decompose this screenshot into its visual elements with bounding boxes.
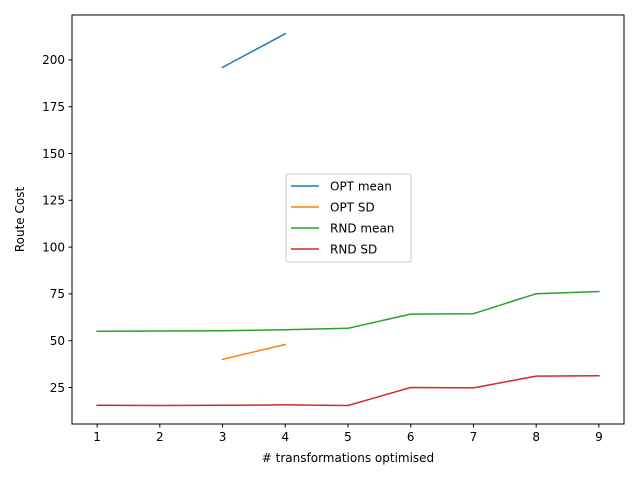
y-tick-label: 175 — [42, 100, 65, 114]
x-tick-label: 2 — [156, 430, 164, 444]
series-line-2 — [96, 290, 600, 333]
legend-label: RND mean — [330, 221, 394, 235]
y-tick-label: 150 — [42, 147, 65, 161]
x-tick-label: 7 — [470, 430, 478, 444]
x-tick-label: 8 — [532, 430, 540, 444]
x-axis: 1 2 3 4 5 6 7 8 9 — [93, 424, 603, 444]
x-tick-label: 5 — [344, 430, 352, 444]
x-tick-label: 9 — [595, 430, 603, 444]
x-tick-label: 6 — [407, 430, 415, 444]
legend-label: OPT SD — [330, 200, 375, 214]
y-axis: 25 50 75 100 125 150 175 200 — [42, 53, 72, 395]
y-tick-label: 75 — [50, 287, 65, 301]
legend: OPT mean OPT SD RND mean RND SD — [285, 173, 412, 263]
legend-box — [285, 173, 412, 263]
plot-lines — [96, 32, 600, 407]
series-line-1 — [221, 343, 287, 361]
y-tick-label: 125 — [42, 194, 65, 208]
x-tick-label: 4 — [281, 430, 289, 444]
series-line-0 — [221, 32, 287, 69]
x-axis-title: # transformations optimised — [262, 451, 434, 465]
legend-label: RND SD — [330, 242, 377, 256]
y-tick-label: 50 — [50, 334, 65, 348]
y-tick-label: 200 — [42, 53, 65, 67]
y-tick-label: 100 — [42, 240, 65, 254]
x-tick-label: 1 — [93, 430, 101, 444]
y-tick-label: 25 — [50, 381, 65, 395]
x-tick-label: 3 — [219, 430, 227, 444]
series-line-3 — [96, 374, 600, 407]
y-axis-title: Route Cost — [13, 187, 27, 253]
legend-label: OPT mean — [330, 179, 392, 193]
